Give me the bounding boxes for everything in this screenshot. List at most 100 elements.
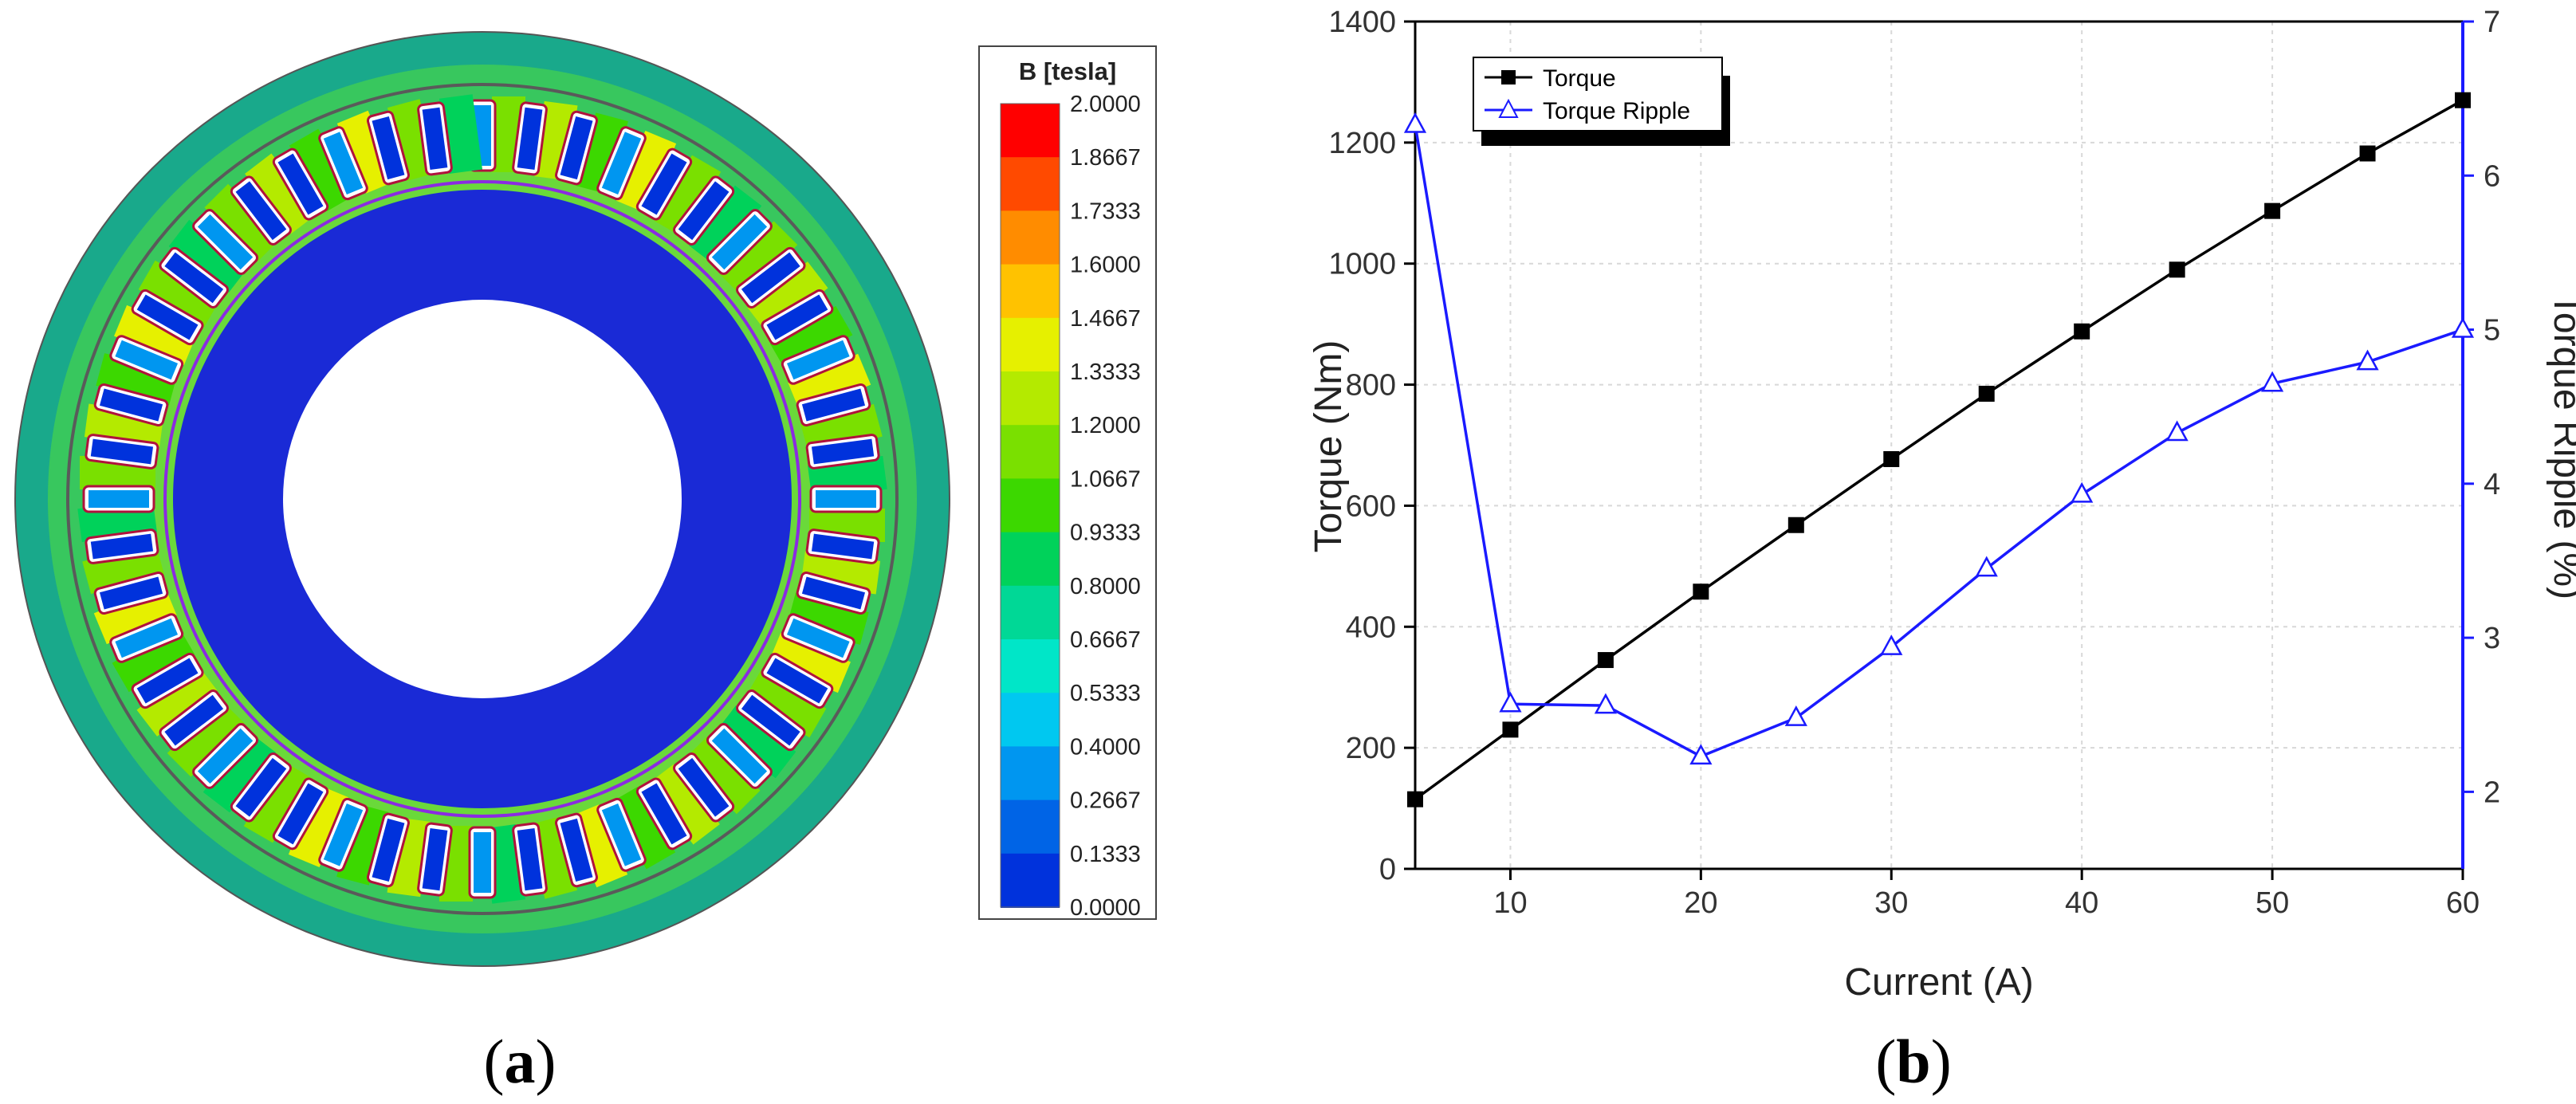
slot-conductor bbox=[601, 803, 642, 866]
slot-conductor bbox=[323, 132, 364, 195]
stator-slot bbox=[417, 94, 483, 176]
stator-tooth bbox=[136, 663, 218, 737]
y2-tick-label: 3 bbox=[2484, 622, 2500, 655]
colorbar-label: 0.4000 bbox=[1070, 734, 1141, 760]
stator-tooth bbox=[615, 131, 677, 214]
slot-conductor bbox=[136, 658, 199, 704]
y2-tick-label: 6 bbox=[2484, 159, 2500, 193]
slot-conductor bbox=[323, 803, 364, 866]
colorbar-label: 0.6667 bbox=[1070, 627, 1141, 653]
stator-slot bbox=[647, 752, 735, 845]
plot-frame bbox=[1414, 20, 2464, 870]
stator-slot bbox=[608, 777, 693, 870]
colorbar-swatches bbox=[1000, 103, 1060, 908]
slot-conductor bbox=[801, 388, 866, 422]
slot-conductor bbox=[641, 153, 687, 215]
torque-ripple-point bbox=[1499, 691, 1522, 713]
airgap-circle-outer bbox=[66, 83, 899, 915]
stator-tooth bbox=[138, 260, 221, 328]
colorbar-swatch bbox=[1001, 371, 1060, 426]
y-tick-label: 0 bbox=[1379, 853, 1396, 886]
colorbar-label: 0.1333 bbox=[1070, 842, 1141, 867]
stator-tooth bbox=[770, 305, 853, 373]
stator-slot bbox=[136, 663, 229, 752]
slot-conductor bbox=[99, 576, 163, 610]
colorbar-label: 1.7333 bbox=[1070, 198, 1141, 224]
stator-slot bbox=[596, 126, 677, 214]
slot-conductor bbox=[786, 618, 850, 658]
legend: Torque Torque Ripple bbox=[1473, 57, 1730, 146]
stator-slot bbox=[230, 153, 318, 246]
y-axis-ticks: 0 200 400 600 800 1000 1200 1400 bbox=[1328, 6, 1415, 886]
slot-conductor bbox=[164, 252, 224, 304]
stator-slot bbox=[706, 209, 798, 299]
colorbar-label: 1.2000 bbox=[1070, 413, 1141, 438]
legend-box bbox=[1473, 57, 1723, 132]
colorbar-swatch bbox=[1001, 693, 1060, 748]
y-tick-label: 600 bbox=[1346, 489, 1396, 523]
stator-slot bbox=[768, 613, 855, 693]
colorbar-swatch bbox=[1001, 639, 1060, 694]
colorbar-swatch bbox=[1001, 585, 1060, 640]
stator-tooth bbox=[167, 699, 245, 777]
y2-tick-label: 5 bbox=[2484, 314, 2500, 348]
slot-conductor bbox=[99, 388, 163, 422]
slot-conductor bbox=[786, 340, 850, 380]
y2-tick-label: 4 bbox=[2484, 468, 2500, 501]
stator-slot bbox=[787, 572, 871, 645]
legend-torque-marker bbox=[1501, 70, 1516, 84]
stator-slots bbox=[77, 94, 887, 904]
stator-tooth bbox=[288, 784, 349, 867]
colorbar-swatch bbox=[1001, 104, 1060, 159]
stator-tooth bbox=[689, 185, 762, 266]
slot-conductor bbox=[88, 490, 149, 508]
flux-density-map bbox=[14, 31, 950, 967]
stator-slot bbox=[93, 353, 178, 426]
slot-conductor bbox=[766, 294, 828, 340]
colorbar-swatch bbox=[1001, 532, 1060, 587]
stator-tooth bbox=[245, 153, 318, 234]
torque-ripple-point bbox=[1880, 635, 1903, 655]
slot-conductor bbox=[277, 783, 324, 845]
colorbar-title: B [tesla] bbox=[1019, 57, 1116, 85]
torque-point bbox=[1502, 721, 1519, 738]
panel-letter-b: b bbox=[1896, 1027, 1930, 1096]
slot-conductor bbox=[678, 757, 730, 817]
slot-conductor bbox=[811, 533, 875, 560]
stator-tooth bbox=[744, 670, 827, 738]
slot-conductor bbox=[115, 340, 179, 380]
slot-conductor bbox=[741, 252, 800, 304]
colorbar-swatch bbox=[1001, 746, 1060, 801]
y-tick-label: 400 bbox=[1346, 611, 1396, 644]
panel-label-a: (a) bbox=[484, 1027, 556, 1096]
winding-boundary-circle bbox=[163, 180, 801, 818]
stator-slot bbox=[673, 175, 762, 266]
slot-conductor bbox=[601, 132, 642, 195]
stator-slot bbox=[243, 760, 329, 851]
torque-ripple-point bbox=[1975, 556, 1998, 577]
y2-axis-title: Torque Ripple (%) bbox=[2546, 293, 2576, 599]
slot-conductor bbox=[422, 107, 448, 171]
colorbar-swatch bbox=[1001, 800, 1060, 855]
y-axis-title: Torque (Nm) bbox=[1308, 340, 1350, 553]
stator-tooth bbox=[243, 760, 311, 843]
torque-ripple-point bbox=[1784, 705, 1807, 726]
stator-slot bbox=[272, 128, 356, 221]
torque-ripple-point bbox=[2071, 481, 2094, 503]
stator-tooth bbox=[747, 261, 828, 335]
stator-tooth bbox=[576, 112, 628, 194]
slot-conductor bbox=[678, 181, 730, 241]
slot-conductor bbox=[560, 818, 593, 882]
chart-grid bbox=[1415, 21, 2464, 870]
slot-conductor bbox=[517, 827, 543, 891]
slot-conductor bbox=[164, 694, 224, 746]
colorbar-swatch bbox=[1001, 264, 1060, 319]
slot-conductor bbox=[197, 728, 254, 784]
stator-tooth bbox=[204, 183, 282, 261]
stator-slot bbox=[682, 722, 773, 815]
series-markers bbox=[1403, 92, 2475, 807]
series-lines bbox=[1414, 99, 2464, 801]
stator-tooth bbox=[768, 632, 851, 693]
stator-tooth bbox=[289, 128, 356, 211]
